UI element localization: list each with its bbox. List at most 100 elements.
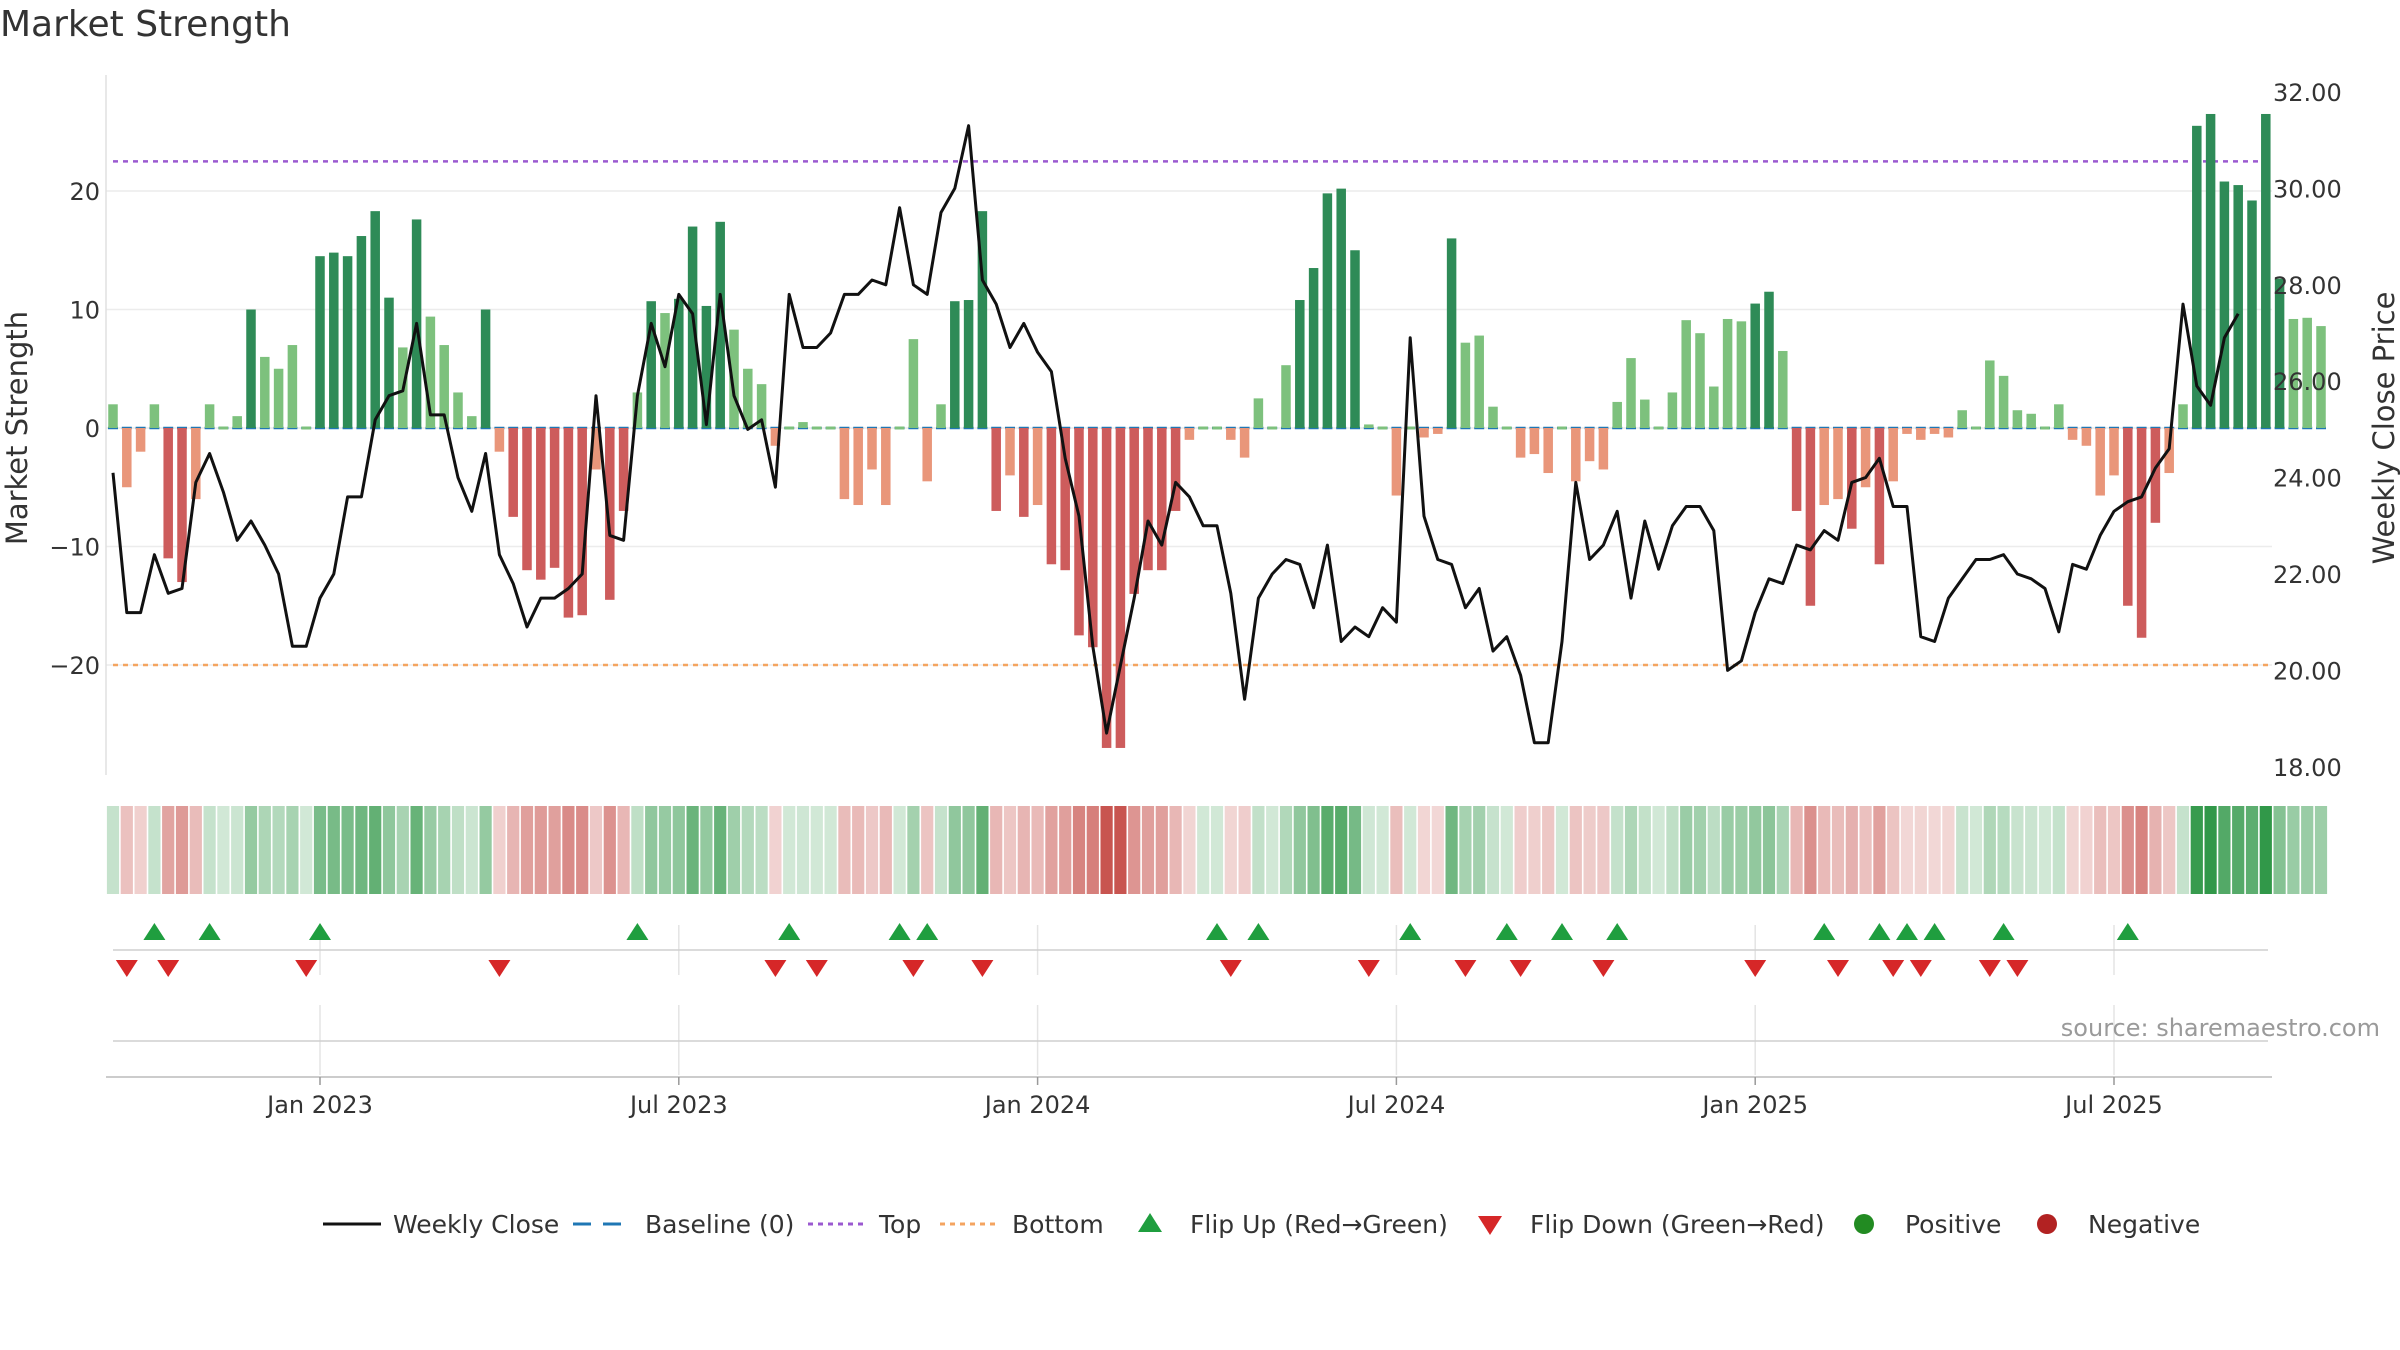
- flip-down-marker: [295, 960, 318, 977]
- strength-bar: [1612, 401, 1622, 428]
- heat-cell: [948, 806, 961, 894]
- heat-cell: [1210, 806, 1224, 894]
- strength-bar: [1833, 428, 1843, 500]
- heat-cell: [1100, 806, 1113, 894]
- strength-bar: [784, 426, 794, 430]
- strength-bars: [108, 113, 2326, 748]
- strength-bar: [2302, 317, 2312, 428]
- heat-cell: [686, 806, 699, 894]
- heat-cell: [727, 806, 741, 894]
- strength-bar: [1377, 426, 1388, 430]
- strength-bar: [618, 428, 629, 511]
- heat-cell: [700, 806, 713, 894]
- strength-bar: [1419, 428, 1429, 438]
- strength-bar: [2150, 428, 2161, 523]
- heat-cell: [1197, 806, 1210, 894]
- heat-cell: [2314, 806, 2328, 894]
- heat-cell: [1445, 806, 1458, 894]
- strength-bar: [549, 428, 560, 568]
- strength-bar: [246, 309, 256, 428]
- heat-cell: [1114, 806, 1127, 894]
- strength-bar: [2026, 413, 2036, 428]
- strength-bar: [1295, 300, 1305, 428]
- heat-cell: [1749, 806, 1762, 894]
- heat-cell: [1003, 806, 1017, 894]
- heat-cell: [1762, 806, 1776, 894]
- heat-cell: [493, 806, 506, 894]
- strength-bar: [1736, 321, 1747, 428]
- heat-cell: [755, 806, 768, 894]
- strength-bar: [425, 316, 436, 428]
- heat-cell: [645, 806, 658, 894]
- flip-down-marker: [1219, 960, 1242, 977]
- left-axis-title: Market Strength: [0, 311, 34, 545]
- left-tick-label: 0: [85, 415, 100, 443]
- heat-cell: [1404, 806, 1417, 894]
- strength-bar: [881, 428, 891, 506]
- strength-bar: [1515, 428, 1526, 458]
- heat-cell: [2107, 806, 2121, 894]
- heat-cell: [355, 806, 368, 894]
- heat-cell: [1279, 806, 1293, 894]
- strength-bar: [1640, 399, 1650, 428]
- flip-up-marker: [888, 923, 911, 940]
- flip-down-marker: [1909, 960, 1932, 977]
- heat-cell: [603, 806, 616, 894]
- strength-bar: [1322, 193, 1333, 428]
- strength-bar: [315, 256, 325, 428]
- strength-bar: [439, 345, 449, 428]
- heat-cell: [1321, 806, 1334, 894]
- strength-bar: [273, 368, 284, 428]
- heat-cell: [2232, 806, 2245, 894]
- heat-cell: [1307, 806, 1320, 894]
- source-label: source: sharemaestro.com: [2060, 1014, 2380, 1042]
- strength-bar: [2040, 426, 2050, 430]
- strength-bar: [812, 426, 822, 430]
- heat-cell: [990, 806, 1003, 894]
- right-tick-label: 30.00: [2273, 175, 2342, 203]
- flip-down-marker: [1827, 960, 1849, 977]
- strength-bar: [301, 426, 311, 430]
- flip-down-marker: [1978, 960, 2001, 977]
- strength-bar: [536, 428, 546, 580]
- strength-bar: [1060, 428, 1070, 571]
- heat-cell: [672, 806, 685, 894]
- strength-bar: [2274, 278, 2285, 428]
- strength-bar: [770, 428, 781, 446]
- heat-cell: [1514, 806, 1527, 894]
- heat-cell: [783, 806, 796, 894]
- strength-bar: [2178, 404, 2188, 428]
- chart-title: Market Strength: [0, 4, 291, 45]
- heat-cell: [134, 806, 147, 894]
- flip-down-marker: [971, 960, 994, 977]
- heat-cell: [2204, 806, 2217, 894]
- right-tick-label: 32.00: [2273, 79, 2342, 107]
- heat-cell: [1348, 806, 1362, 894]
- flip-markers: [113, 923, 2268, 977]
- heat-cell: [1790, 806, 1803, 894]
- strength-bar: [218, 426, 229, 430]
- flip-up-marker: [1206, 923, 1228, 940]
- strength-bar: [1170, 428, 1181, 511]
- strength-bar: [1198, 426, 1208, 430]
- heat-cell: [396, 806, 409, 894]
- heat-cell: [2218, 806, 2231, 894]
- heat-cell: [796, 806, 810, 894]
- strength-bar: [2288, 318, 2299, 428]
- heat-cell: [1486, 806, 1500, 894]
- strength-bar: [1308, 268, 1319, 428]
- strength-bar: [1267, 426, 1277, 430]
- strength-bar: [963, 300, 974, 428]
- heat-cell: [120, 806, 133, 894]
- legend-dot-icon: [2037, 1214, 2057, 1234]
- strength-bar: [563, 428, 574, 618]
- heat-cell: [1845, 806, 1858, 894]
- strength-bar: [2012, 410, 2023, 428]
- strength-bar: [287, 345, 298, 428]
- strength-bar: [1529, 428, 1540, 455]
- heat-cell: [1887, 806, 1900, 894]
- heat-cell: [1997, 806, 2010, 894]
- heat-cell: [2259, 806, 2272, 894]
- legend-label: Weekly Close: [393, 1210, 559, 1239]
- heat-cell: [741, 806, 754, 894]
